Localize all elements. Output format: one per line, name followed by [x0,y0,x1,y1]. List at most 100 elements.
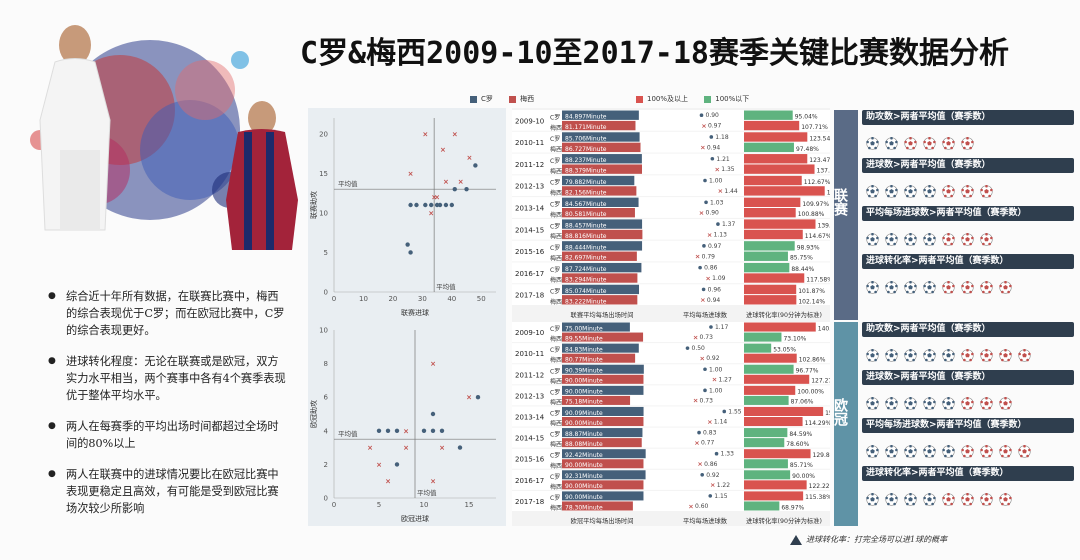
messi-point: × [439,444,445,452]
gpg-point [709,325,713,329]
cr-point [394,428,400,433]
cr-point [439,428,445,433]
cr-point [430,411,436,417]
gpg-point [699,113,704,117]
conversion-label: 53.05% [773,346,796,353]
conversion-bar [744,219,816,229]
player-label: 梅西 [550,233,562,241]
minutes-label: 78.30Minute [565,504,603,511]
conversion-label: 95.04% [795,114,818,121]
messi-swatch [509,95,517,103]
kpi-ball-row [862,221,1074,246]
messi-point: × [467,154,473,162]
avg-label: 平均值 [338,179,358,188]
minutes-bar [562,273,638,283]
gpg-point [709,135,714,139]
cr-point [457,445,463,450]
conversion-label: 73.10% [783,335,806,342]
y-tick-label: 0 [324,495,328,503]
minutes-bar [562,385,644,395]
conversion-bar [744,480,807,490]
messi-point: × [428,209,434,217]
gpg-label: 1.15 [714,493,728,500]
gpg-point: × [705,274,710,282]
cr-point [408,250,413,255]
minutes-label: 88.379Minute [565,168,607,175]
gpg-point [701,287,706,292]
football-icon [885,396,898,410]
football-icon [904,184,917,198]
conversion-label: 107.71% [801,124,828,131]
conversion-label: 84.59% [789,431,812,438]
conversion-label: 109.97% [802,201,829,208]
kpi-block: 助攻数>两者平均值（赛季数） [862,322,1074,362]
gpg-point [702,244,706,248]
conversion-label: 127.27% [811,378,830,385]
gpg-label: 0.73 [700,397,714,404]
cr-point [430,428,436,433]
player-label: 梅西 [550,146,562,154]
cr-point [475,395,481,400]
player-label: 梅西 [550,377,562,385]
minutes-label: 85.706Minute [565,135,607,142]
conversion-label: 87.06% [791,399,814,406]
minutes-label: 89.55Minute [565,335,603,342]
football-icon [885,232,898,246]
kpi-block: 平均每场进球数>两者平均值（赛季数） [862,418,1074,458]
gpg-point: × [700,144,705,152]
bullet-item: 两人在联赛中的进球情况要比在欧冠比赛中表现更稳定且高效，有可能是受到欧冠比赛场次… [48,466,288,517]
x-tick-label: 5 [377,501,381,509]
column-caption: 联赛平均每场出场时间 [571,310,634,319]
player-label: 梅西 [550,167,562,175]
football-icon [999,444,1012,458]
gpg-point: × [699,209,704,217]
minutes-bar [562,241,643,251]
player-legend: C罗 梅西 [470,94,534,104]
conversion-bar [744,251,788,261]
gpg-label: 1.55 [728,408,742,415]
minutes-label: 79.882Minute [565,179,607,186]
conversion-label: 85.75% [790,255,813,262]
minutes-label: 80.581Minute [565,211,607,218]
minutes-label: 87.724Minute [565,266,607,273]
player-label: C罗 [550,347,560,354]
conversion-bar [744,273,805,283]
bullet-item: 综合近十年所有数据，在联赛比赛中，梅西的综合表现优于C罗；而在欧冠比赛中，C罗的… [48,288,288,339]
kpi-ball-row [862,385,1074,410]
minutes-bar [562,154,642,164]
minutes-bar [562,219,643,229]
conversion-bar [744,353,797,363]
player-label: C罗 [550,432,560,439]
football-icon [942,136,955,150]
football-icon [980,396,993,410]
gpg-point [714,451,719,456]
conversion-bar [744,343,772,353]
football-icon [923,396,936,410]
gpg-point: × [718,187,723,195]
gpg-label: 0.94 [707,297,721,304]
conversion-bar [744,501,780,511]
football-icon [961,396,974,410]
messi-point: × [385,478,391,486]
minutes-bar [562,406,644,416]
y-tick-label: 10 [319,209,328,217]
gpg-point [708,494,713,498]
minutes-label: 84.83Minute [565,346,603,353]
x-tick-label: 50 [477,295,486,303]
rate-legend: 100%及以上 100%以下 [636,94,749,104]
kpi-heading: 平均每场进球数>两者平均值（赛季数） [862,206,1074,221]
season-label: 2011-12 [515,371,544,379]
x-tick-label: 20 [388,295,397,303]
gpg-point: × [707,231,712,239]
season-label: 2015-16 [515,248,545,256]
gpg-label: 1.00 [709,178,723,185]
conversion-bar [744,241,795,251]
minutes-label: 82.156Minute [565,189,607,196]
conversion-label: 123.47% [809,157,830,164]
cr-point [437,202,443,208]
x-tick-label: 15 [465,501,474,509]
kpi-block: 进球转化率>两者平均值（赛季数） [862,466,1074,506]
cr-point [443,202,449,208]
cr-point [405,242,410,247]
minutes-bar [562,197,639,207]
